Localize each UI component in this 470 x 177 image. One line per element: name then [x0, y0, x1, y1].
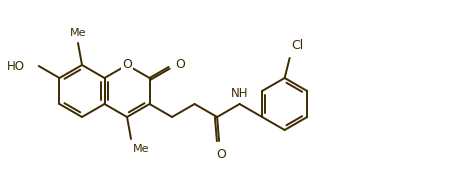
Text: O: O: [176, 59, 186, 72]
Text: O: O: [216, 148, 226, 161]
Text: HO: HO: [7, 59, 25, 73]
Text: Me: Me: [133, 144, 149, 154]
Text: O: O: [122, 59, 132, 72]
Text: Cl: Cl: [292, 39, 304, 52]
Text: Me: Me: [70, 28, 86, 38]
Text: NH: NH: [231, 87, 248, 100]
